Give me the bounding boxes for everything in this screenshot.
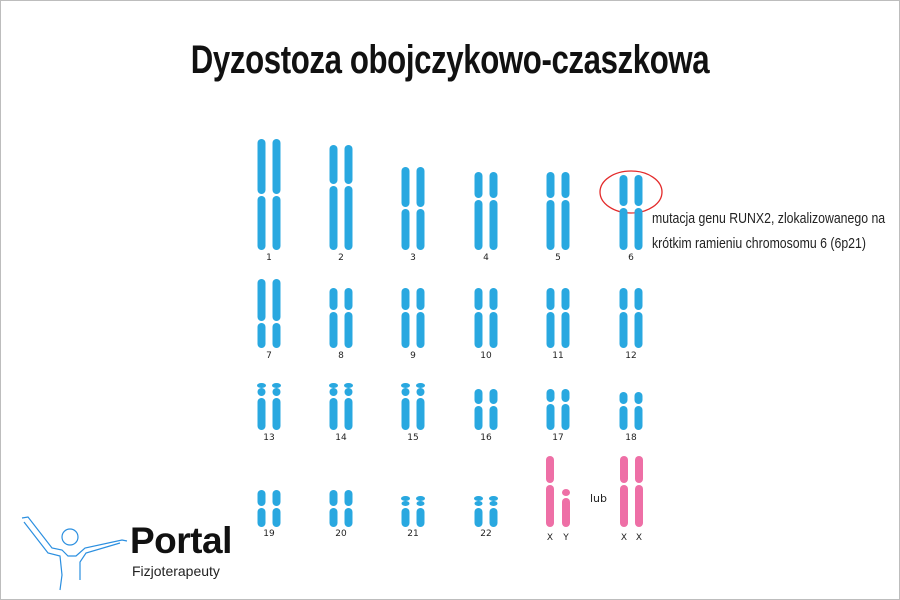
chromosome-label: 14 [335,433,347,443]
chromosome-19-b [272,490,281,527]
chromosome-label: 18 [625,433,637,443]
chromosome-9-a [401,288,410,348]
chromosome-12-a [619,288,628,348]
chromosome-21-b [416,496,425,527]
chromosome-17-b [561,389,570,430]
annotation-line-2: krótkim ramieniu chromosomu 6 (6p21) [652,235,866,252]
chromosome-label: 5 [555,253,561,263]
chromosome-20-b [344,490,353,527]
chromosome-label: 4 [483,253,489,263]
chromosome-16-b [489,389,498,430]
chromosome-11-b [561,288,570,348]
chromosome-label: 15 [407,433,418,443]
chromosome-13-b [272,383,281,430]
chromosome-8-a [329,288,338,348]
annotation-line-1: mutacja genu RUNX2, zlokalizowanego na [652,210,886,227]
chromosome-label: 1 [266,253,272,263]
sex-chromosome-label: Y [562,533,569,543]
chromosome-11-a [546,288,555,348]
chromosome-18-a [619,392,628,430]
or-label: lub [590,492,607,505]
chromosome-label: 21 [407,529,418,539]
chromosome-x [546,456,554,527]
chromosome-5-b [561,172,570,250]
sex-chromosome-label: X [547,533,553,543]
chromosome-10-a [474,288,483,348]
chromosome-20-a [329,490,338,527]
chromosome-2-b [344,145,353,250]
highlight-ellipse [599,170,663,214]
chromosome-14-b [344,383,353,430]
chromosome-1-b [272,139,281,250]
logo-name: Portal [130,520,232,561]
chromosome-label: 12 [625,351,636,361]
chromosome-5-a [546,172,555,250]
chromosome-label: 10 [480,351,492,361]
chromosome-label: 16 [480,433,492,443]
chromosome-19-a [257,490,266,527]
logo-subtitle: Fizjoterapeuty [132,563,220,579]
chromosome-17-a [546,389,555,430]
chromosome-4-a [474,172,483,250]
chromosome-label: 11 [552,351,563,361]
chromosome-7-a [257,279,266,348]
logo-icon [21,516,128,591]
chromosome-12-b [634,288,643,348]
chromosome-7-b [272,279,281,348]
chromosome-3-a [401,167,410,250]
chromosome-label: 17 [552,433,563,443]
chromosome-21-a [401,496,410,527]
chromosome-18-b [634,392,643,430]
sex-chromosome-label: X [636,533,642,543]
chromosome-22-a [474,496,483,527]
chromosome-9-b [416,288,425,348]
chromosome-22-b [489,496,498,527]
chromosome-14-a [329,383,338,430]
chromosome-8-b [344,288,353,348]
chromosome-4-b [489,172,498,250]
chromosome-10-b [489,288,498,348]
chromosome-13-a [257,383,266,430]
chromosome-label: 3 [410,253,416,263]
chromosome-label: 2 [338,253,344,263]
chromosome-y [562,489,570,527]
sex-chromosome-label: X [621,533,627,543]
chromosome-label: 13 [263,433,274,443]
chromosome-6-b [634,175,643,250]
chromosome-3-b [416,167,425,250]
chromosome-label: 7 [266,351,272,361]
chromosome-label: 9 [410,351,416,361]
chromosome-15-a [401,383,410,430]
chromosome-6-a [619,175,628,250]
chromosome-16-a [474,389,483,430]
chromosome-x-2 [635,456,643,527]
chromosome-label: 20 [335,529,347,539]
chromosome-label: 6 [628,253,634,263]
chromosome-2-a [329,145,338,250]
chromosome-label: 22 [480,529,491,539]
chromosome-1-a [257,139,266,250]
chromosome-label: 19 [263,529,275,539]
chromosome-x-1 [620,456,628,527]
chromosome-label: 8 [338,351,344,361]
page-title: Dyzostoza obojczykowo-czaszkowa [190,38,710,82]
chromosome-15-b [416,383,425,430]
